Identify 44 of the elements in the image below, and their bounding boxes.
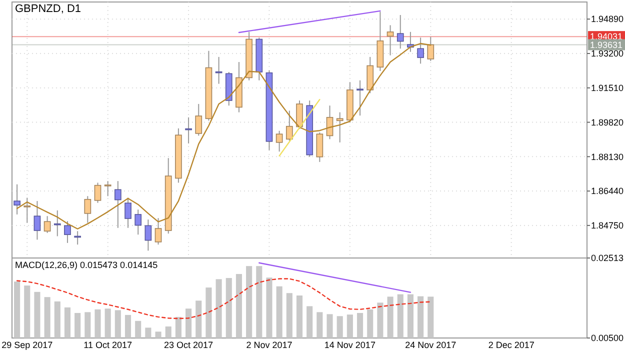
candlestick [316,132,324,162]
candlestick [144,219,152,252]
candlestick [34,200,41,240]
y-tick-label: 1.91510 [591,83,624,94]
x-tick-label: 2 Dec 2017 [488,340,534,350]
candlestick [24,197,31,224]
chart-title: MACD(12,26,9) 0.015473 0.014145 [15,260,158,270]
x-tick-label: 11 Oct 2017 [84,340,132,350]
y-tick-label: 1.89820 [591,117,624,128]
candlestick [195,103,202,136]
ref-line-label: 1.94031 [590,32,623,42]
line-series [16,278,432,320]
y-tick-label: 1.88130 [591,152,624,162]
candlestick [134,209,142,236]
candlestick [84,196,92,224]
candlestick [154,218,162,246]
candlestick [427,36,434,62]
y-tick-label: 1.86440 [591,186,624,196]
x-tick-label: 2 Nov 2017 [246,340,292,350]
candlestick [296,100,303,130]
candlestick [64,220,71,244]
y-tick-label: 0.02513 [591,253,624,264]
x-tick-label: 29 Sep 2017 [2,340,53,350]
y-tick-label: 1.93200 [591,48,624,59]
y-tick-label: 0.00500 [591,333,624,344]
candlestick [336,112,344,143]
chart-title: GBPNZD, D1 [15,3,82,15]
candlestick [396,14,404,50]
candlestick [104,180,112,197]
candlestick [124,197,132,228]
candlestick [114,180,122,228]
candlestick [356,80,364,116]
candlestick [286,110,293,142]
x-tick-label: 24 Nov 2017 [405,340,456,350]
candlestick [386,24,394,56]
y-tick-label: 1.94890 [591,14,624,24]
x-tick-label: 23 Oct 2017 [164,340,214,350]
candlestick [276,130,283,152]
y-tick-label: 1.84750 [591,220,624,231]
candlestick [417,37,424,64]
x-tick-label: 14 Nov 2017 [324,340,376,350]
candlestick [94,182,102,204]
candlestick [44,216,51,234]
ref-line-label: 1.93631 [590,40,623,50]
